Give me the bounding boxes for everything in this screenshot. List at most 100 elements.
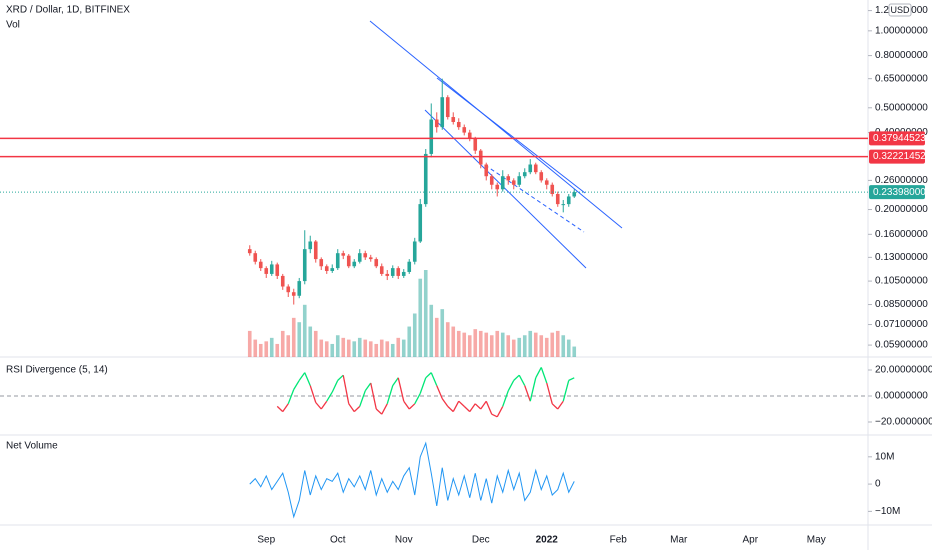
rsi-segment (397, 377, 405, 402)
candle-body (379, 266, 384, 274)
candle-body (291, 292, 296, 296)
rsi-segment (436, 385, 443, 399)
rsi-segment (458, 400, 465, 407)
rsi-segment (287, 389, 295, 405)
volume-bar (258, 343, 263, 357)
volume-bar (489, 335, 494, 357)
candle-body (440, 97, 445, 128)
volume-bar (302, 304, 307, 357)
rsi-segment (293, 380, 300, 390)
x-tick-label: Oct (330, 535, 346, 546)
y-tick-label: 0.13000000 (875, 252, 928, 263)
candle-body (269, 264, 274, 274)
candle-body (330, 268, 335, 271)
volume-label: Vol (6, 20, 20, 31)
candle-body (264, 268, 269, 274)
rsi-segment (513, 374, 520, 381)
volume-bar (407, 326, 412, 357)
rsi-segment (304, 372, 311, 386)
candle-body (555, 194, 560, 205)
candle-body (297, 281, 302, 296)
y-tick-label: 0 (875, 479, 881, 490)
currency-label: USD (890, 5, 910, 15)
volume-bar (297, 322, 302, 357)
volume-bar (313, 330, 318, 357)
rsi-segment (315, 402, 322, 410)
volume-bar (506, 335, 511, 357)
volume-bar (379, 339, 384, 357)
candle-body (368, 257, 373, 260)
rsi-segment (282, 403, 289, 412)
rsi-segment (326, 391, 333, 402)
volume-bar (517, 337, 522, 357)
volume-bar (467, 335, 472, 357)
candle-body (544, 180, 549, 185)
candle-body (341, 253, 346, 256)
rsi-segment (491, 413, 498, 418)
candle-body (412, 241, 417, 262)
candle-body (423, 153, 428, 205)
volume-bar (352, 341, 357, 357)
rsi-segment (557, 400, 564, 410)
volume-bar (357, 337, 362, 357)
candle-body (478, 150, 483, 165)
candle-body (456, 121, 461, 128)
y-tick-label: −20.00000000 (875, 417, 932, 428)
volume-bar (253, 339, 258, 357)
volume-bar (341, 337, 346, 357)
volume-bar (330, 343, 335, 357)
volume-bar (374, 343, 379, 357)
candle-body (511, 180, 516, 185)
rsi-segment (408, 403, 416, 410)
x-tick-label: Dec (472, 535, 490, 546)
volume-bar (418, 278, 423, 357)
volume-bar (429, 304, 434, 357)
candle-body (451, 117, 456, 122)
volume-bar (385, 341, 390, 357)
x-tick-label: May (807, 535, 826, 546)
y-tick-label: 0.00000000 (875, 391, 928, 402)
candle-body (363, 253, 368, 258)
volume-bar (291, 317, 296, 357)
rsi-segment (359, 390, 366, 407)
rsi-segment (370, 382, 377, 410)
rsi-segment (392, 377, 399, 386)
volume-bar (555, 330, 560, 357)
x-tick-label: Feb (610, 535, 628, 546)
rsi-segment (535, 367, 542, 379)
volume-bar (346, 339, 351, 357)
rsi-segment (562, 380, 570, 402)
pane-title: Net Volume (6, 441, 58, 452)
rsi-segment (276, 405, 284, 413)
rsi-segment (403, 400, 410, 410)
rsi-segment (485, 400, 493, 415)
hline-badge (869, 149, 925, 164)
candle-body (484, 164, 489, 177)
volume-bar (335, 335, 340, 357)
y-tick-label: 0.16000000 (875, 229, 928, 240)
rsi-segment (540, 367, 548, 384)
candle-body (434, 119, 439, 128)
candle-body (374, 259, 379, 267)
candle-body (429, 119, 434, 154)
candle-body (566, 196, 571, 205)
volume-bar (440, 309, 445, 357)
rsi-segment (568, 377, 575, 381)
rsi-segment (320, 400, 328, 410)
candle-body (253, 253, 258, 262)
candle-body (324, 266, 329, 271)
candle-body (390, 268, 395, 276)
volume-bar (462, 332, 467, 357)
rsi-segment (425, 372, 432, 379)
candle-body (418, 204, 423, 242)
rsi-segment (298, 372, 306, 381)
volume-bar (500, 332, 505, 357)
volume-bar (412, 313, 417, 357)
volume-bar (434, 317, 439, 357)
volume-bar (473, 329, 478, 357)
x-tick-label: Nov (395, 535, 413, 546)
rsi-segment (430, 372, 438, 386)
rsi-segment (496, 406, 504, 418)
rsi-segment (331, 380, 339, 393)
